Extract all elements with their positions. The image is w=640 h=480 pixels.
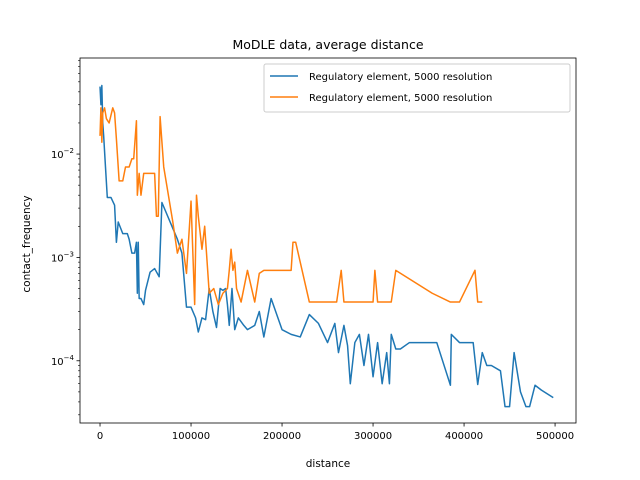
x-tick-label: 0 xyxy=(97,431,103,442)
x-axis-ticks: 0 100000 200000 300000 400000 500000 xyxy=(97,423,574,442)
legend: Regulatory element, 5000 resolution Regu… xyxy=(263,63,571,113)
x-tick-label: 300000 xyxy=(354,431,392,442)
series-line-1 xyxy=(99,84,554,408)
x-tick-label: 500000 xyxy=(536,431,574,442)
x-axis-label: distance xyxy=(306,458,351,470)
legend-box xyxy=(263,63,571,113)
chart-title: MoDLE data, average distance xyxy=(232,37,423,52)
y-axis-ticks: 10−4 10−3 10−2 xyxy=(51,60,80,416)
axes-frame xyxy=(79,57,577,424)
y-tick-label: 10−4 xyxy=(51,354,75,368)
y-tick-label: 10−2 xyxy=(51,147,74,161)
x-tick-label: 200000 xyxy=(263,431,301,442)
plot-lines xyxy=(99,84,554,408)
series-line-2 xyxy=(99,107,483,306)
x-tick-label: 400000 xyxy=(445,431,483,442)
legend-label-series-2: Regulatory element, 5000 resolution xyxy=(309,93,492,104)
y-tick-label: 10−3 xyxy=(51,250,74,264)
legend-label-series-1: Regulatory element, 5000 resolution xyxy=(309,72,492,83)
x-tick-label: 100000 xyxy=(172,431,210,442)
y-axis-label: contact_frequency xyxy=(21,195,33,292)
